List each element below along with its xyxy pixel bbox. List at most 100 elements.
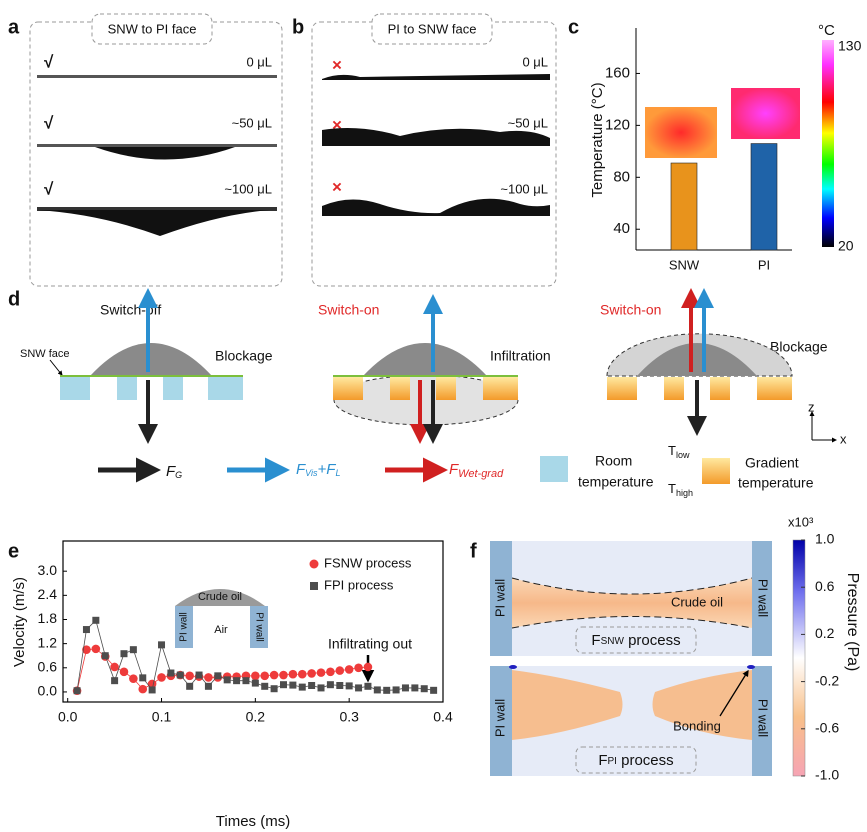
bar (671, 163, 697, 250)
point (138, 685, 147, 694)
volume: 0 μL (246, 54, 272, 69)
legend-label: temperature (578, 474, 654, 490)
y-tick-label: 0.6 (38, 658, 58, 674)
y-tick-label: 2.4 (38, 586, 58, 602)
scheme (333, 298, 518, 440)
colorbar (822, 40, 834, 247)
point (289, 682, 296, 689)
volume: ~50 μL (508, 115, 548, 130)
point (335, 666, 344, 675)
inset-label: PI wall (179, 612, 190, 641)
panel-label: d (8, 288, 20, 310)
legend-label: Room (595, 453, 632, 469)
point (364, 683, 371, 690)
axes-icon (812, 412, 836, 440)
y-tick-label: 80 (613, 168, 630, 185)
bar (751, 144, 777, 250)
colorbar-label: 0.2 (815, 625, 835, 641)
point (177, 672, 184, 679)
point (149, 686, 156, 693)
point (167, 670, 174, 677)
y-tick-label: 40 (613, 220, 630, 237)
colorbar (793, 540, 805, 776)
legend-label: Gradient (745, 455, 799, 471)
panel-label: c (568, 16, 579, 38)
colorbar-title: Pressure (Pa) (844, 573, 861, 672)
point (92, 617, 99, 624)
point (402, 684, 409, 691)
frame (312, 22, 556, 286)
point (261, 683, 268, 690)
inset-label: PI wall (253, 612, 264, 641)
result: Blockage (770, 339, 828, 355)
volume: ~50 μL (232, 115, 272, 130)
point (299, 684, 306, 691)
point (214, 672, 221, 679)
point (111, 677, 118, 684)
point (252, 680, 259, 687)
legend-marker (310, 582, 318, 590)
result: Blockage (215, 348, 273, 364)
bond-point (747, 665, 755, 669)
x-tick-label: 0.3 (339, 709, 359, 725)
panel-label: a (8, 16, 20, 38)
result: Infiltration (490, 348, 551, 364)
face-label: SNW face (20, 348, 70, 360)
x-tick-label: 0.0 (58, 709, 78, 725)
point (158, 641, 165, 648)
point (326, 668, 335, 677)
point (260, 672, 269, 681)
panel-title: PI to SNW face (388, 21, 477, 36)
figure: a SNW to PI face √ √ √ 0 μL ~50 μL ~100 … (0, 0, 867, 832)
point (205, 683, 212, 690)
point (383, 687, 390, 694)
region-label: Bonding (673, 718, 721, 733)
region-label: Crude oil (671, 594, 723, 609)
state: Switch-off (100, 302, 161, 318)
point (110, 663, 119, 672)
bond-point (509, 665, 517, 669)
y-tick-label: 0.0 (38, 683, 58, 699)
colorbar-label: -0.6 (815, 720, 839, 736)
x-tick-label: PI (758, 257, 770, 272)
axis-name: x (840, 431, 847, 446)
wall-label: PI wall (492, 579, 507, 617)
point (374, 686, 381, 693)
legend-swatch (540, 456, 568, 482)
point (393, 686, 400, 693)
x-tick-label: 0.2 (246, 709, 266, 725)
wall-label: PI wall (756, 579, 771, 617)
point (346, 682, 353, 689)
colorbar-multiplier: x10³ (788, 514, 814, 529)
point (289, 670, 298, 679)
point (364, 663, 373, 672)
wall-label: PI wall (492, 699, 507, 737)
point (120, 668, 129, 677)
thermal-image (731, 88, 800, 139)
axis-name: z (808, 399, 815, 414)
point (280, 681, 287, 688)
surface (37, 75, 277, 78)
point (186, 683, 193, 690)
point (233, 677, 240, 684)
y-axis-title: Velocity (m/s) (11, 577, 28, 667)
colorbar-label: 0.6 (815, 578, 835, 594)
y-tick-label: 120 (605, 116, 630, 133)
inset-label: Crude oil (198, 591, 242, 603)
legend-label: FWet-grad (449, 461, 504, 480)
legend-marker (310, 560, 319, 569)
point (336, 682, 343, 689)
panel-label: e (8, 540, 19, 562)
point (345, 665, 354, 674)
point (74, 687, 81, 694)
point (130, 646, 137, 653)
point (318, 684, 325, 691)
volume: ~100 μL (500, 181, 548, 196)
annotation: Infiltrating out (328, 636, 412, 652)
point (430, 687, 437, 694)
panel-label: f (470, 540, 477, 562)
wall-label: PI wall (756, 699, 771, 737)
point (139, 674, 146, 681)
x-tick-label: 0.4 (433, 709, 453, 725)
status: × (332, 177, 342, 196)
